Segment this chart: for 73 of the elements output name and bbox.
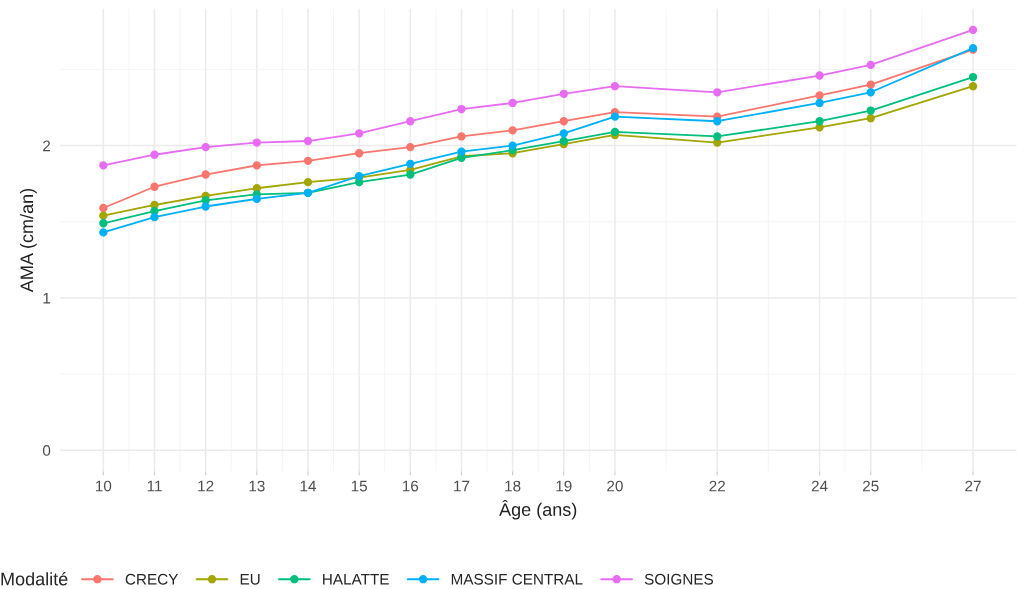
point: [201, 170, 210, 179]
point: [99, 228, 108, 237]
point: [457, 147, 466, 156]
x-tick-label: 25: [862, 480, 879, 492]
x-tick-label: 14: [300, 480, 317, 492]
point: [150, 150, 159, 159]
point: [713, 117, 722, 126]
point: [252, 138, 261, 147]
point: [866, 114, 875, 123]
y-tick-label: 2: [43, 140, 51, 152]
point: [559, 117, 568, 126]
legend-title: Modalité: [1, 571, 68, 586]
point: [406, 117, 415, 126]
x-tick-label: 12: [198, 480, 214, 492]
point: [559, 89, 568, 98]
point: [457, 132, 466, 141]
point: [815, 91, 824, 100]
point: [201, 202, 210, 211]
point: [866, 106, 875, 115]
y-tick-label: 0: [42, 445, 51, 456]
point: [150, 213, 159, 222]
point: [866, 60, 875, 70]
y-tick-label: 1: [43, 292, 51, 304]
point: [610, 112, 620, 121]
point: [713, 132, 722, 141]
point: [406, 142, 415, 152]
point: [99, 219, 108, 228]
x-tick-label: 20: [607, 480, 623, 492]
point: [559, 129, 568, 138]
x-tick-label: 17: [454, 480, 470, 492]
x-tick-label: 13: [249, 480, 265, 492]
x-tick-label: 16: [402, 480, 419, 492]
point: [508, 98, 517, 108]
y-axis-title: AMA (cm/an): [19, 188, 37, 293]
point: [968, 25, 978, 35]
legend-label: MASSIF CENTRAL: [451, 573, 583, 585]
point: [508, 126, 517, 135]
point: [406, 170, 415, 179]
point: [252, 194, 261, 204]
point: [201, 142, 210, 152]
legend-label: HALATTE: [323, 574, 389, 585]
x-tick-label: 24: [811, 480, 828, 492]
x-tick-label: 27: [965, 480, 981, 492]
point: [968, 72, 978, 82]
x-tick-label: 10: [96, 480, 112, 492]
point: [610, 82, 620, 91]
x-axis-title: Âge (ans): [499, 500, 577, 520]
point: [866, 88, 875, 97]
point: [252, 161, 261, 170]
legend-label: SOIGNES: [644, 573, 714, 585]
point: [815, 71, 824, 80]
point: [150, 182, 159, 191]
x-tick-label: 11: [147, 480, 162, 492]
point: [457, 104, 466, 114]
point: [303, 177, 313, 187]
point: [303, 136, 313, 146]
x-tick-label: 22: [709, 480, 725, 492]
point: [815, 117, 824, 126]
point: [303, 156, 313, 165]
point: [406, 159, 415, 169]
x-tick-label: 18: [505, 480, 521, 492]
point: [968, 82, 978, 91]
legend-label: CRECY: [125, 573, 179, 585]
point: [354, 149, 364, 158]
point: [354, 129, 364, 138]
x-tick-label: 19: [556, 480, 572, 492]
point: [508, 141, 517, 150]
point: [99, 161, 108, 170]
x-tick-label: 15: [351, 480, 367, 492]
point: [713, 88, 722, 97]
point: [815, 98, 824, 108]
point: [99, 203, 108, 213]
legend-label: EU: [240, 574, 260, 585]
